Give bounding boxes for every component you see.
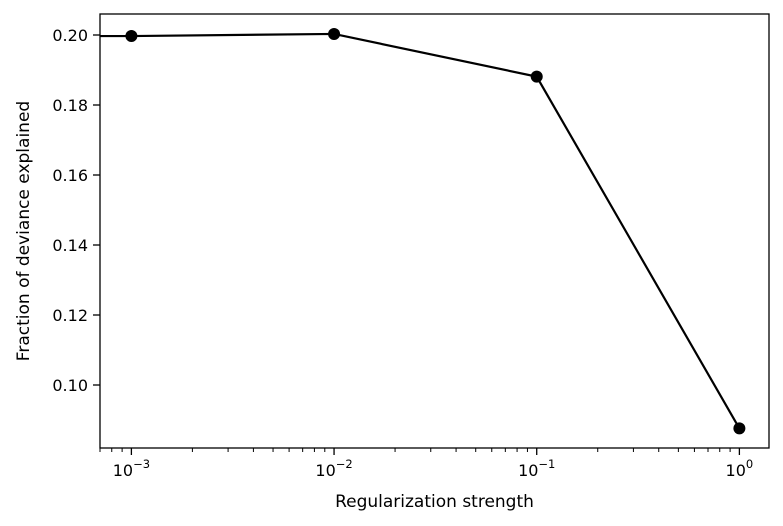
y-tick-label: 0.10 bbox=[52, 376, 88, 395]
x-minor-ticks bbox=[99, 448, 731, 452]
data-point bbox=[733, 422, 746, 435]
x-tick-label: 100 bbox=[726, 457, 754, 480]
series-line bbox=[100, 32, 741, 429]
x-tick-label: 10−2 bbox=[315, 457, 352, 480]
y-tick-label: 0.14 bbox=[52, 236, 88, 255]
x-tick-label: 10−3 bbox=[113, 457, 150, 480]
data-point bbox=[328, 27, 341, 40]
series-group bbox=[100, 27, 746, 435]
y-tick-label: 0.20 bbox=[52, 26, 88, 45]
x-axis-ticks: 10−3 10−2 10−1 100 bbox=[113, 448, 753, 480]
plot-frame bbox=[99, 13, 770, 449]
x-tick-label: 10−1 bbox=[518, 457, 555, 480]
y-tick-label: 0.16 bbox=[52, 166, 88, 185]
y-tick-label: 0.12 bbox=[52, 306, 88, 325]
data-point bbox=[125, 30, 138, 43]
y-axis-label: Fraction of deviance explained bbox=[14, 101, 34, 361]
data-point bbox=[530, 70, 543, 83]
y-tick-label: 0.18 bbox=[52, 96, 88, 115]
y-axis-ticks: 0.10 0.12 0.14 0.16 0.18 0.20 bbox=[52, 26, 100, 395]
x-axis-label: Regularization strength bbox=[335, 492, 534, 512]
